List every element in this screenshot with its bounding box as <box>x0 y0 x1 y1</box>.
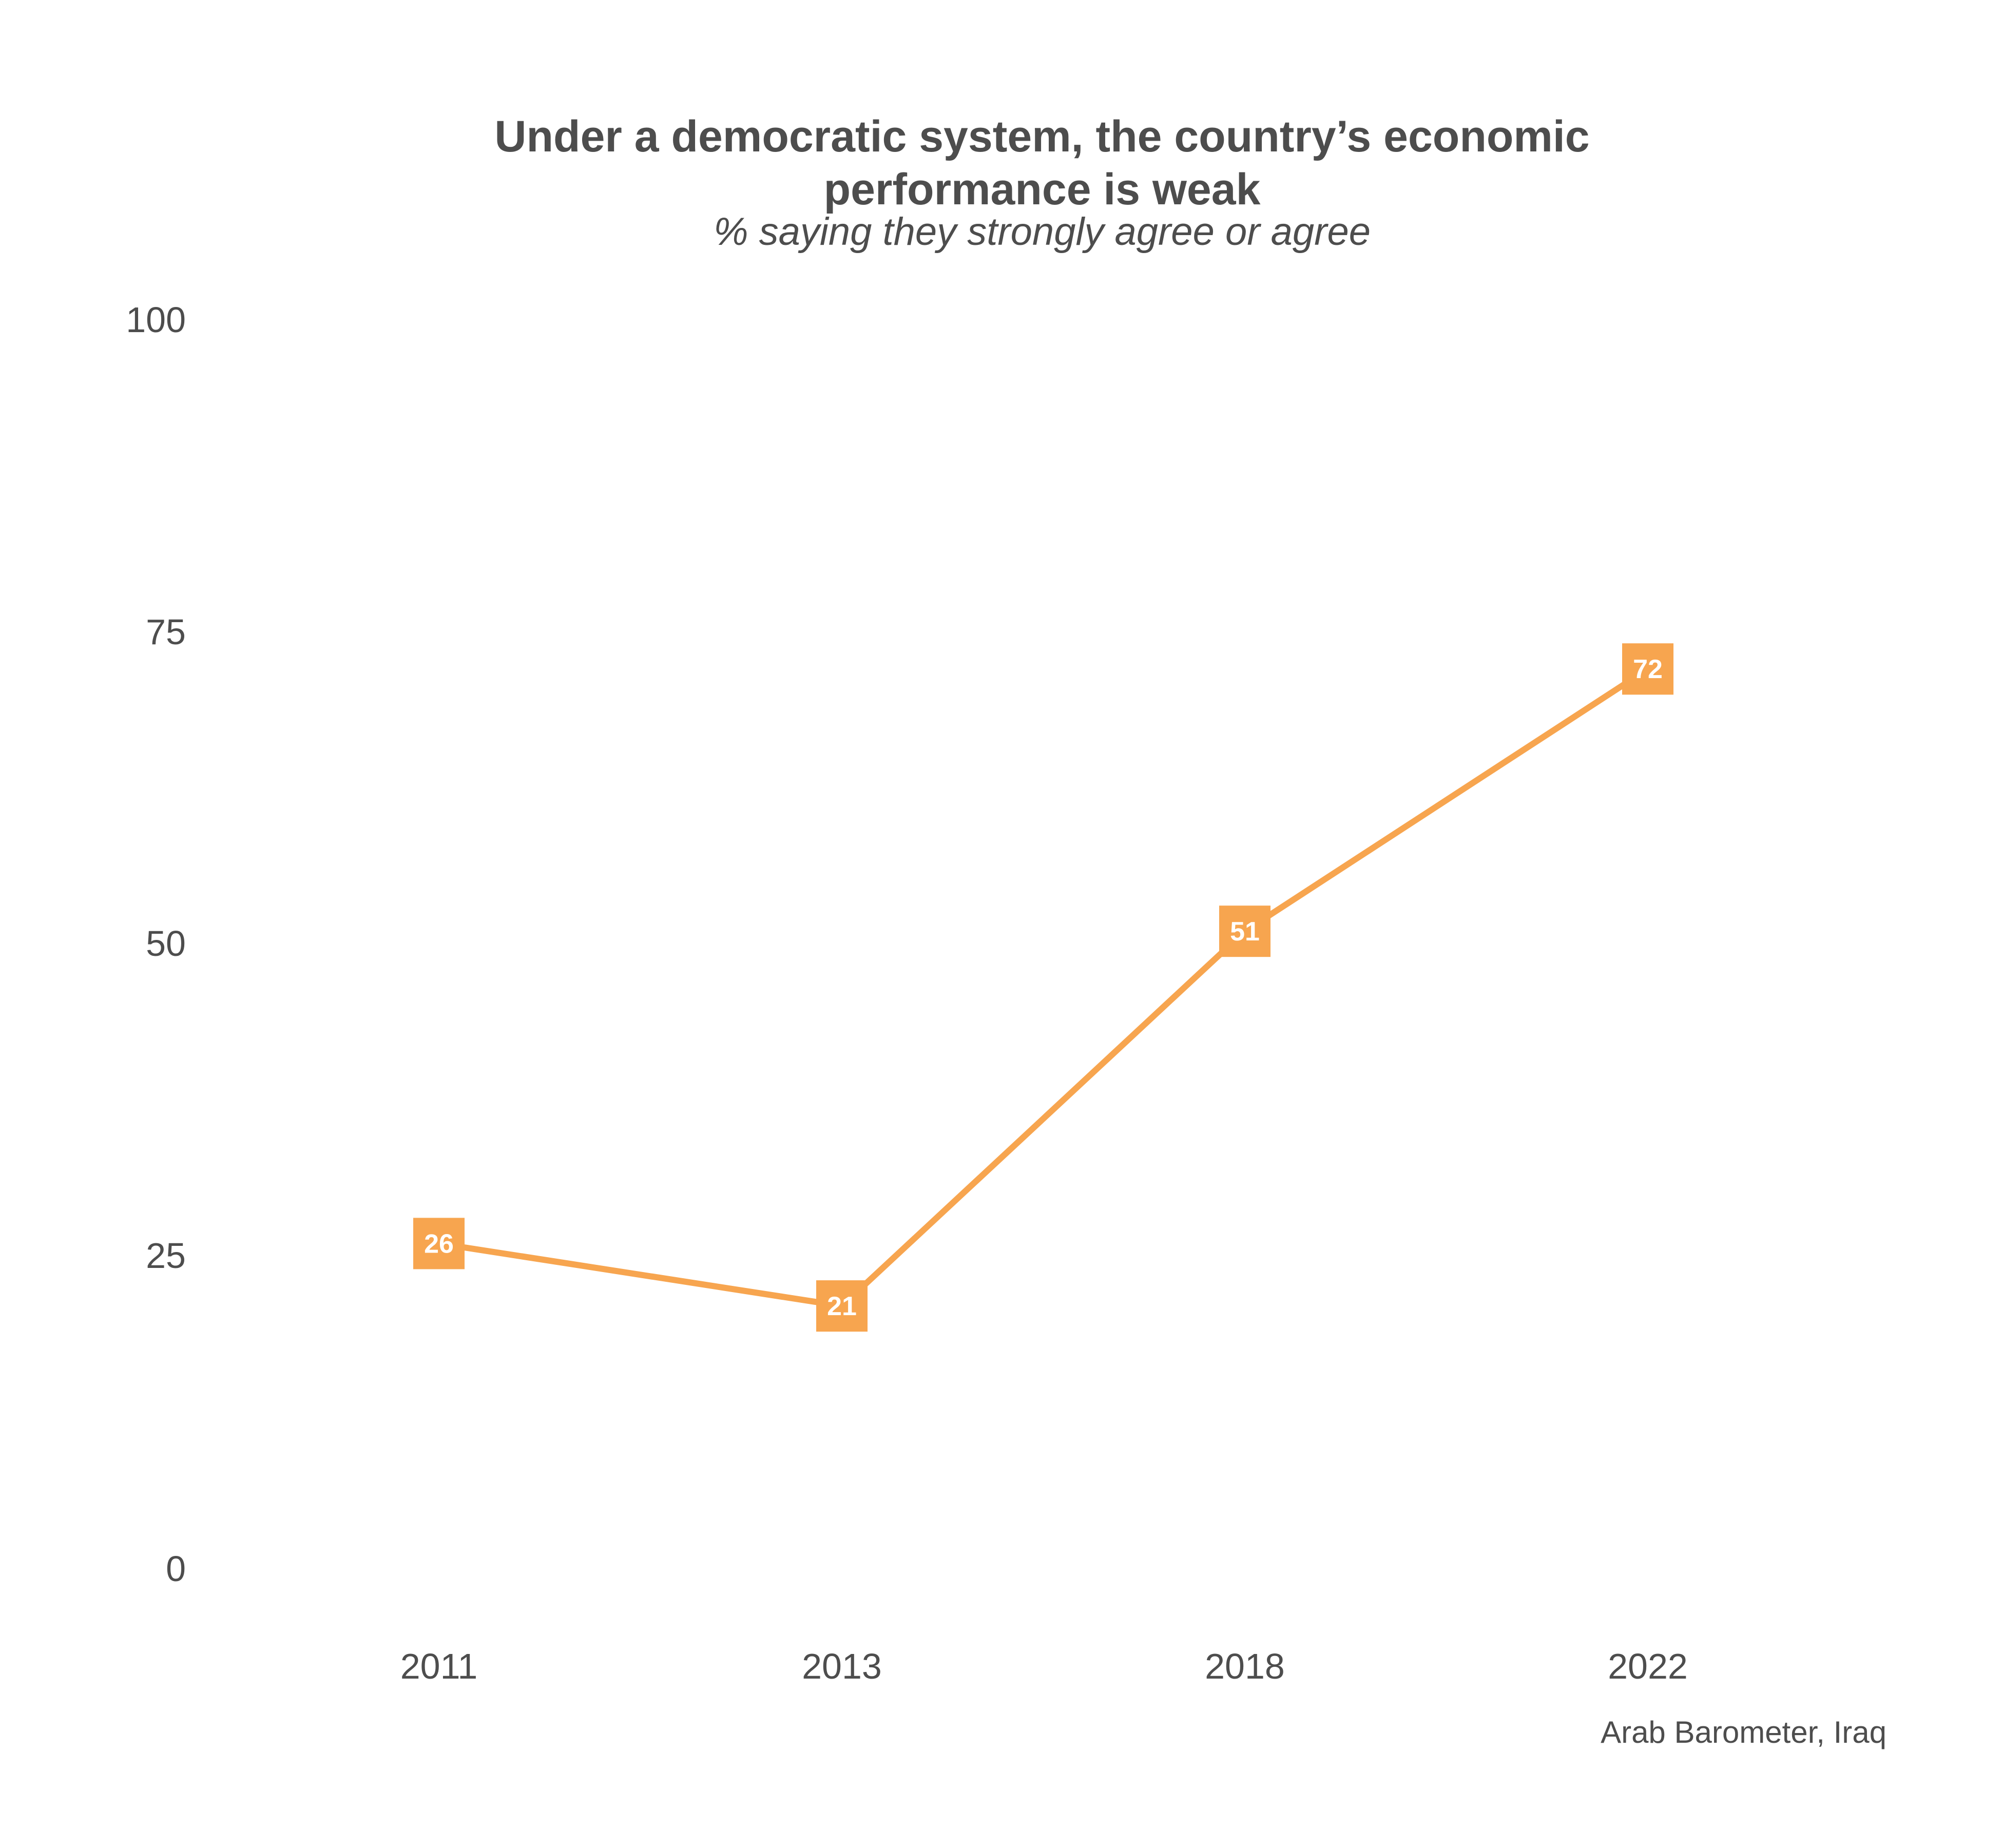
data-point-marker <box>1219 906 1270 957</box>
data-label: 72 <box>1633 654 1663 684</box>
y-axis-tick-labels: 0 25 50 75 100 <box>126 300 186 1589</box>
y-tick-label: 75 <box>146 612 186 652</box>
chart-title-line2: performance is weak <box>824 165 1261 214</box>
x-axis-tick-labels: 2011 2013 2018 2022 <box>400 1646 1688 1686</box>
chart-title-line1: Under a democratic system, the country’s… <box>494 112 1589 161</box>
data-label: 26 <box>424 1229 454 1259</box>
x-tick-label: 2018 <box>1205 1646 1285 1686</box>
data-label: 21 <box>827 1292 857 1321</box>
data-point-marker <box>1622 643 1673 695</box>
y-tick-label: 25 <box>146 1236 186 1276</box>
chart-caption: Arab Barometer, Iraq <box>1601 1715 1886 1749</box>
x-tick-label: 2013 <box>802 1646 882 1686</box>
data-point-marker <box>816 1280 868 1332</box>
data-point-marker <box>413 1218 465 1269</box>
y-tick-label: 100 <box>126 300 186 340</box>
series-line <box>438 666 1650 1310</box>
chart-subtitle: % saying they strongly agree or agree <box>714 210 1371 254</box>
y-tick-label: 50 <box>146 923 186 964</box>
x-tick-label: 2022 <box>1608 1646 1688 1686</box>
x-tick-label: 2011 <box>400 1646 478 1686</box>
data-label: 51 <box>1230 917 1260 947</box>
y-tick-label: 0 <box>166 1549 186 1589</box>
series-marks: 26 21 51 72 <box>413 643 1673 1332</box>
